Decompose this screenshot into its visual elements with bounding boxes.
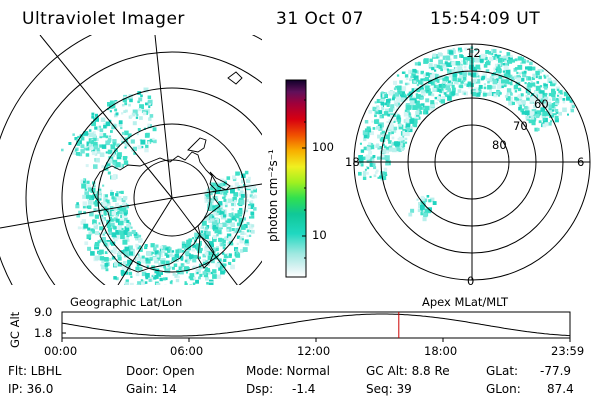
time-tick-1200: 12:00	[297, 344, 331, 358]
instrument-title: Ultraviolet Imager	[22, 9, 185, 29]
mlt-label-6: 6	[577, 155, 585, 169]
time-tick-2359: 23:59	[551, 344, 585, 358]
glat-value: -77.9	[540, 364, 572, 378]
mlat-label-80: 80	[492, 138, 507, 152]
lat-circles	[0, 35, 262, 285]
date-label: 31 Oct 07	[276, 9, 364, 29]
dsp-label: Dsp:	[246, 382, 274, 396]
time-tick-0000: 00:00	[44, 344, 78, 358]
gc-alt-info: GC Alt: 8.8 Re	[366, 364, 450, 378]
time-tick-1800: 18:00	[424, 344, 458, 358]
glon-value: 87.4	[547, 382, 574, 396]
aurora-emission-right	[358, 46, 576, 222]
orbit-altitude-curve	[61, 313, 571, 337]
glat-label: GLat:	[486, 364, 519, 378]
mode-info: Mode: Normal	[246, 364, 330, 378]
door-info: Door: Open	[126, 364, 195, 378]
gain-info: Gain: 14	[126, 382, 177, 396]
lon-lines	[0, 35, 262, 285]
colorbar-unit-label: photon cm⁻²s⁻¹	[266, 149, 280, 242]
antarctica-coastline	[91, 71, 243, 273]
time-label: 15:54:09 UT	[430, 9, 541, 29]
seq-info: Seq: 39	[366, 382, 412, 396]
time-tick-0600: 06:00	[170, 344, 204, 358]
altitude-tick-low: 1.8	[34, 326, 53, 340]
ip-info: IP: 36.0	[8, 382, 54, 396]
left-map-label: Geographic Lat/Lon	[70, 295, 183, 309]
geographic-map	[0, 35, 262, 285]
colorbar	[285, 79, 307, 278]
colorbar-tick-100: 100	[312, 140, 334, 154]
altitude-panel	[61, 311, 571, 342]
aurora-emission-left	[61, 87, 258, 285]
right-map-label: Apex MLat/MLT	[422, 295, 509, 309]
glon-label: GLon:	[486, 382, 521, 396]
altitude-axis-label: GC Alt	[8, 311, 22, 348]
magnetic-map	[353, 43, 591, 281]
mlt-label-18: 18	[345, 155, 360, 169]
mlat-label-70: 70	[513, 119, 528, 133]
filter-info: Flt: LBHL	[8, 364, 62, 378]
mlt-label-12: 12	[466, 46, 481, 60]
colorbar-tick-10: 10	[312, 228, 327, 242]
dsp-value: -1.4	[292, 382, 316, 396]
altitude-tick-high: 9.0	[34, 305, 53, 319]
mlat-label-60: 60	[534, 97, 549, 111]
mlt-lines	[354, 44, 590, 280]
mlt-label-0: 0	[467, 274, 475, 288]
